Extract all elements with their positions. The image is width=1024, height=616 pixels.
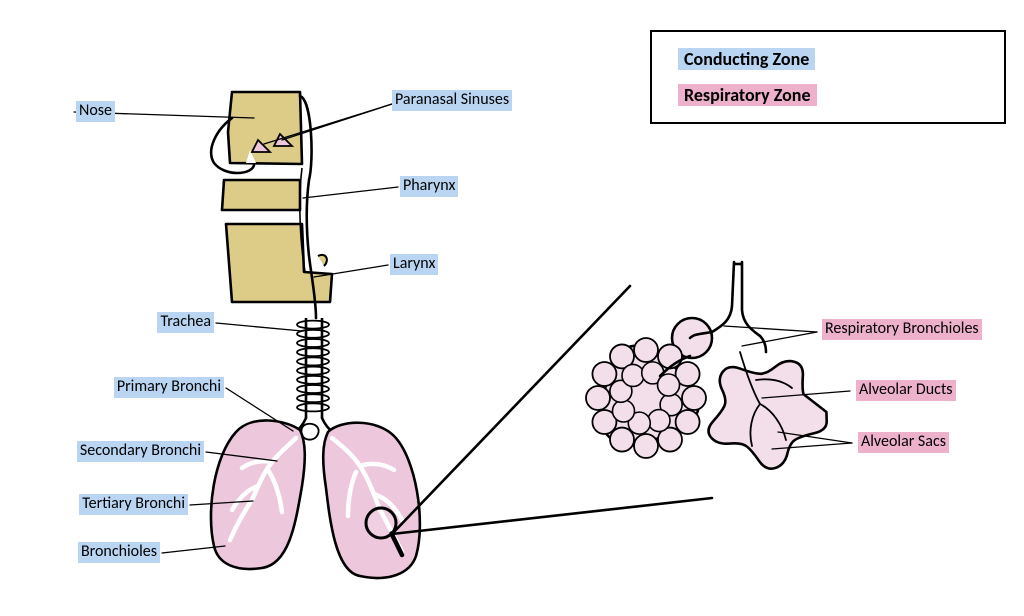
label-bronchioles: Bronchioles — [78, 542, 160, 563]
diagram-stage: Conducting Zone Respiratory Zone Nose Para… — [0, 0, 1024, 616]
label-trachea: Trachea — [157, 312, 214, 333]
label-larynx: Larynx — [390, 254, 438, 275]
label-sinuses: Paranasal Sinuses — [392, 90, 512, 111]
label-pbronchi: Primary Bronchi — [114, 377, 224, 398]
label-text-tbronchi: Tertiary Bronchi — [79, 494, 188, 515]
label-text-pbronchi: Primary Bronchi — [114, 377, 224, 398]
legend-item-conducting: Conducting Zone — [678, 48, 978, 70]
label-asacs: Alveolar Sacs — [858, 432, 949, 453]
label-nose: Nose — [76, 101, 115, 122]
label-aducts: Alveolar Ducts — [856, 380, 956, 401]
label-text-aducts: Alveolar Ducts — [856, 380, 956, 401]
label-sbronchi: Secondary Bronchi — [77, 441, 204, 462]
legend-box: Conducting Zone Respiratory Zone — [650, 30, 1006, 124]
label-pharynx: Pharynx — [400, 176, 458, 197]
legend-item-respiratory: Respiratory Zone — [678, 84, 978, 106]
label-text-pharynx: Pharynx — [400, 176, 458, 197]
label-text-rbronchioles: Respiratory Bronchioles — [822, 319, 982, 340]
label-rbronchioles: Respiratory Bronchioles — [822, 319, 982, 340]
label-text-bronchioles: Bronchioles — [78, 542, 160, 563]
label-text-sinuses: Paranasal Sinuses — [392, 90, 512, 111]
label-tbronchi: Tertiary Bronchi — [79, 494, 188, 515]
label-text-larynx: Larynx — [390, 254, 438, 275]
label-text-asacs: Alveolar Sacs — [858, 432, 949, 453]
label-text-sbronchi: Secondary Bronchi — [77, 441, 204, 462]
label-text-trachea: Trachea — [157, 312, 214, 333]
label-text-nose: Nose — [76, 101, 115, 122]
